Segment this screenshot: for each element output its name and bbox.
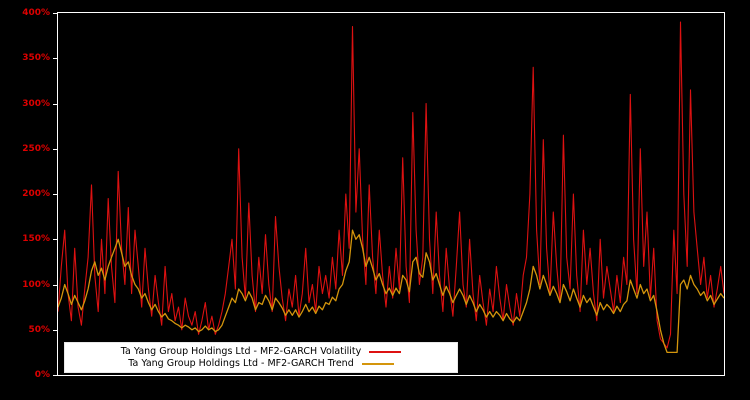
y-axis-label: 400% [22,8,50,18]
y-axis-label: 250% [22,143,50,154]
y-axis-label: 350% [22,53,50,64]
y-axis-label: 150% [22,234,50,245]
y-axis-tick [53,329,57,331]
plot-area: Ta Yang Group Holdings Ltd - MF2-GARCH V… [57,12,725,376]
y-axis-ticks [53,13,57,376]
y-axis: 0% 50% 100% 150% 200% 250% 300% 350% 400% [0,8,50,380]
volatility-line [58,21,724,349]
y-axis-tick [53,239,57,241]
volatility-line-sample [369,351,402,353]
y-axis-label: 200% [22,189,50,199]
y-axis-label: 100% [22,279,50,290]
legend: Ta Yang Group Holdings Ltd - MF2-GARCH V… [64,342,458,373]
trend-line-sample [361,363,394,365]
y-axis-tick [53,375,57,376]
y-axis-tick [53,13,57,14]
y-axis-tick [53,284,57,286]
y-axis-tick [53,148,57,150]
chart-canvas [58,21,724,354]
y-axis-label: 300% [22,98,50,109]
y-axis-tick [53,58,57,60]
y-axis-label: 50% [28,324,50,335]
y-axis-tick [53,103,57,105]
legend-row-volatility: Ta Yang Group Holdings Ltd - MF2-GARCH V… [65,346,457,358]
trend-line [58,229,724,354]
y-axis-tick [53,194,57,195]
legend-label-volatility: Ta Yang Group Holdings Ltd - MF2-GARCH V… [120,346,362,357]
legend-row-trend: Ta Yang Group Holdings Ltd - MF2-GARCH T… [65,358,457,370]
y-axis-label: 0% [34,370,50,380]
legend-label-trend: Ta Yang Group Holdings Ltd - MF2-GARCH T… [128,358,354,369]
